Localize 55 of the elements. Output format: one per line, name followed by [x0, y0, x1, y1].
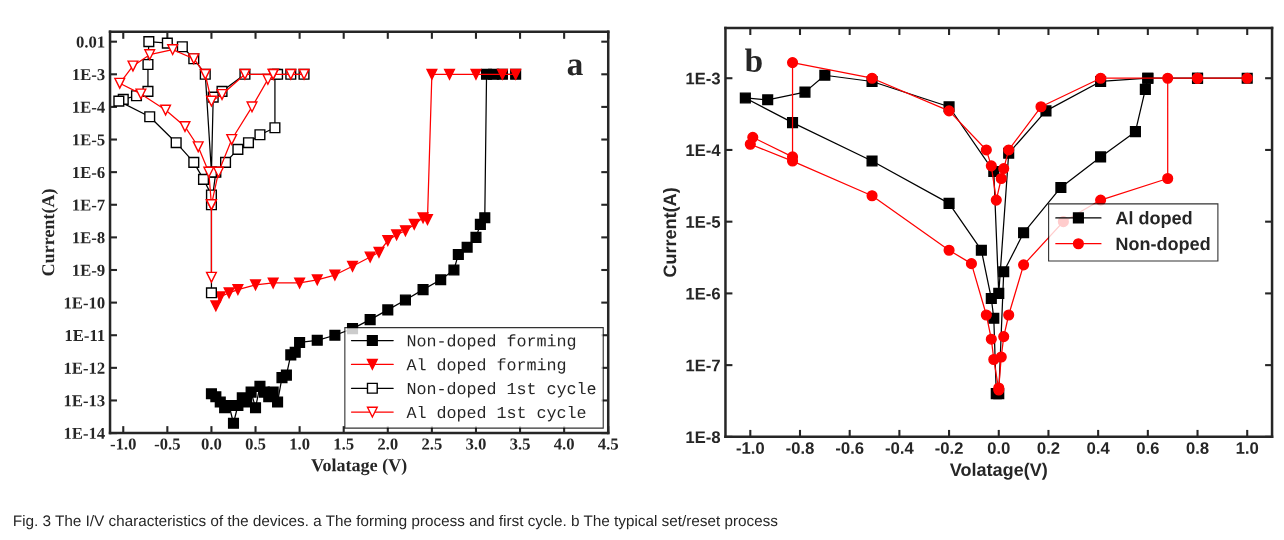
y-tick-label: 1E-8	[73, 232, 105, 244]
legend-label: Al doped	[1115, 211, 1192, 228]
x-tick-label: 2.0	[378, 438, 398, 450]
x-tick-label: 0.0	[201, 438, 222, 450]
y-tick-label: 1E-5	[686, 216, 721, 228]
legend-label: Non-doped 1st cycle	[407, 382, 596, 398]
y-tick-label: 1E-9	[73, 264, 105, 276]
legend-label: Al doped 1st cycle	[406, 405, 586, 422]
y-tick-label: 1E-14	[64, 427, 105, 439]
y-tick-label: 1E-8	[686, 431, 721, 444]
y-tick-label: 1E-11	[65, 330, 105, 342]
legend-label: Non-doped forming	[407, 334, 576, 350]
x-tick-label: -0.6	[835, 442, 864, 454]
y-tick-label: 1E-6	[686, 287, 720, 300]
y-tick-label: 1E-12	[64, 362, 105, 374]
x-tick-label: 2.5	[422, 438, 442, 450]
y-tick-label: 1E-13	[64, 395, 105, 407]
x-tick-label: 0.8	[1186, 442, 1209, 454]
x-tick-label: -0.8	[786, 442, 814, 454]
annotation: b	[745, 48, 762, 72]
x-tick-label: 0.2	[1037, 442, 1060, 454]
y-tick-label: 1E-10	[64, 297, 105, 309]
y-tick-label: 0.01	[76, 36, 105, 48]
x-tick-label: -1.0	[110, 438, 136, 450]
x-tick-label: 1.5	[334, 438, 354, 450]
legend-label: Non-doped	[1116, 236, 1210, 254]
y-axis-title: Current(A)	[663, 188, 680, 277]
x-tick-label: 0.6	[1136, 442, 1159, 454]
annotation: a	[567, 59, 583, 76]
x-tick-label: 4.0	[553, 438, 574, 450]
y-tick-label: 1E-4	[73, 101, 105, 113]
x-tick-label: 4.5	[598, 438, 619, 450]
caption: Fig. 3 The I/V characteristics of the devices. a The forming process and first cycle. b The typical set/reset process	[14, 514, 778, 530]
x-tick-label: 1.0	[290, 438, 310, 450]
x-tick-label: -1.0	[736, 442, 764, 454]
y-tick-label: 1E-4	[686, 144, 721, 156]
y-axis-title: Current(A)	[41, 189, 58, 276]
x-tick-label: 0.0	[987, 442, 1010, 454]
x-tick-label: 1.0	[1236, 442, 1259, 454]
legend-label: Al doped forming	[406, 358, 566, 374]
y-tick-label: 1E-5	[73, 134, 105, 146]
y-tick-label: 1E-7	[686, 359, 720, 372]
x-axis-title: Volatage (V)	[311, 458, 407, 476]
x-axis-title: Volatage(V)	[949, 462, 1047, 480]
x-tick-label: 3.0	[466, 438, 486, 450]
x-tick-label: 0.4	[1087, 442, 1110, 454]
x-tick-label: 0.5	[245, 438, 266, 450]
x-tick-label: -0.2	[935, 442, 963, 454]
y-tick-label: 1E-7	[73, 199, 105, 211]
y-tick-label: 1E-3	[686, 72, 720, 85]
y-tick-label: 1E-3	[73, 69, 105, 81]
x-tick-label: -0.5	[154, 438, 180, 450]
y-tick-label: 1E-6	[73, 166, 105, 179]
x-tick-label: 3.5	[510, 438, 530, 450]
x-tick-label: -0.4	[885, 442, 914, 454]
